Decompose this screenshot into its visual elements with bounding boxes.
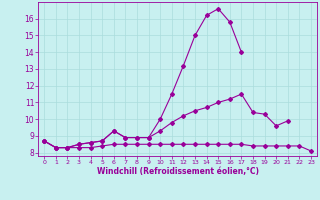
X-axis label: Windchill (Refroidissement éolien,°C): Windchill (Refroidissement éolien,°C) — [97, 167, 259, 176]
